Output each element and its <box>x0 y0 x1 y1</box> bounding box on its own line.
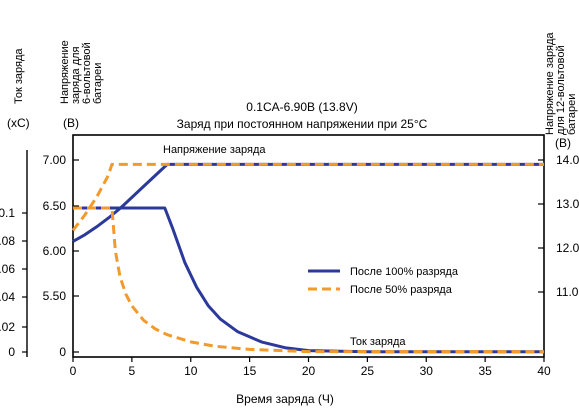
plot-frame <box>72 134 545 358</box>
x-tick-label: 0 <box>70 364 77 378</box>
current-tick-label: 0.08 <box>0 234 15 248</box>
current-annotation: Ток заряда <box>350 336 406 348</box>
voltage-12v-tick-label: 13.0 <box>556 197 579 211</box>
current-axis-label: Ток заряда <box>13 48 25 104</box>
x-tick-label: 30 <box>420 364 434 378</box>
voltage-12v-tick-label: 11.0 <box>556 285 579 299</box>
series-100-current-line <box>73 206 544 354</box>
voltage-6v-tick-label: 7.00 <box>43 153 67 167</box>
voltage-6v-unit: (В) <box>63 116 79 130</box>
voltage-6v-label-line3: 6-вольтовой <box>81 42 93 104</box>
x-tick-label: 25 <box>361 364 375 378</box>
x-tick-label: 5 <box>129 364 136 378</box>
current-unit: (xC) <box>7 116 30 130</box>
chart-title: 0.1CA-6.90В (13.8V) <box>246 100 357 114</box>
voltage-6v-axis-label: Напряжение заряда для 6-вольтовой батаре… <box>59 37 104 104</box>
voltage-12v-label-line3: батареи <box>566 94 578 135</box>
legend-label-50: После 50% разряда <box>350 284 453 296</box>
x-tick-label: 35 <box>478 364 492 378</box>
voltage-6v-tick-label: 6.00 <box>43 244 67 258</box>
x-tick-label: 15 <box>243 364 257 378</box>
voltage-6v-label-line2: заряда для <box>70 46 82 104</box>
current-tick-label: 0.1 <box>0 206 15 220</box>
voltage-12v-tick-label: 12.0 <box>556 241 579 255</box>
tick-group: 0 5 10 15 20 25 30 35 40 0 0.02 0.04 0.06 0.08 0.1 0 5.5… <box>0 153 579 378</box>
series-group <box>71 162 545 354</box>
current-tick-label: 0.06 <box>0 262 15 276</box>
x-tick-label: 20 <box>302 364 316 378</box>
voltage-6v-tick-label: 5.50 <box>43 289 67 303</box>
voltage-6v-tick-label: 0 <box>59 345 66 359</box>
voltage-6v-tick-label: 6.50 <box>43 199 67 213</box>
voltage-12v-label-line1: Напряжение заряда <box>544 32 556 135</box>
current-tick-label: 0.04 <box>0 290 15 304</box>
chart-subtitle: Заряд при постоянном напряжении при 25°C <box>177 117 428 131</box>
x-tick-label: 40 <box>537 364 551 378</box>
current-tick-label: 0 <box>8 345 15 359</box>
voltage-12v-axis-label: Напряжение заряда для 12-вольтовой батар… <box>544 29 578 135</box>
voltage-6v-label-line1: Напряжение <box>59 40 71 104</box>
legend-label-100: После 100% разряда <box>350 266 459 278</box>
voltage-6v-label-line4: батареи <box>92 63 104 104</box>
series-50-current-line <box>73 206 545 354</box>
legend: После 100% разряда После 50% разряда <box>308 266 459 296</box>
series-100-voltage-line <box>72 162 544 243</box>
x-axis-title: Время заряда (Ч) <box>236 392 334 406</box>
voltage-12v-unit: (В) <box>555 136 571 150</box>
series-50-voltage-line <box>71 162 544 232</box>
voltage-12v-label-line2: для 12-вольтовой <box>555 45 567 135</box>
current-tick-label: 0.02 <box>0 320 15 334</box>
voltage-annotation: Напряжение заряда <box>163 144 266 156</box>
voltage-12v-tick-label: 14.0 <box>556 153 579 167</box>
x-tick-label: 10 <box>184 364 198 378</box>
